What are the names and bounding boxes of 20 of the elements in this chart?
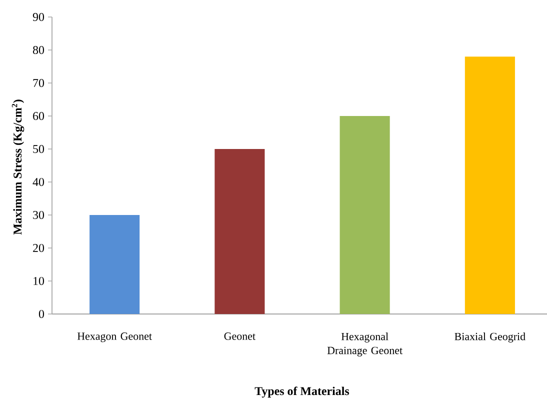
y-tick-label: 40 [32, 178, 44, 186]
x-tick-label: Biaxial Geogrid [454, 332, 526, 342]
y-tick-label: 90 [32, 12, 44, 22]
bar [464, 56, 515, 314]
bar [340, 116, 390, 314]
y-tick-label: 0 [38, 310, 44, 318]
y-tick-label: 80 [32, 46, 44, 54]
y-tick-label: 70 [33, 78, 44, 88]
y-tick-label: 30 [33, 210, 44, 220]
y-axis-title: Maximum Stress (Kg/cm$^{2}$) [12, 100, 24, 235]
x-tick-label: Hexagonal Drainage Geonet [327, 332, 402, 356]
y-tick-label: 20 [33, 244, 44, 252]
y-tick-label: 60 [33, 112, 44, 120]
y-tick-label: 50 [33, 144, 44, 154]
x-axis-title: Types of Materials [254, 386, 350, 398]
x-tick-label: Geonet [224, 332, 256, 340]
bar [90, 215, 140, 314]
y-tick-label: 10 [34, 276, 44, 286]
bar [214, 149, 265, 314]
x-tick-label: Hexagon Geonet [77, 332, 152, 342]
